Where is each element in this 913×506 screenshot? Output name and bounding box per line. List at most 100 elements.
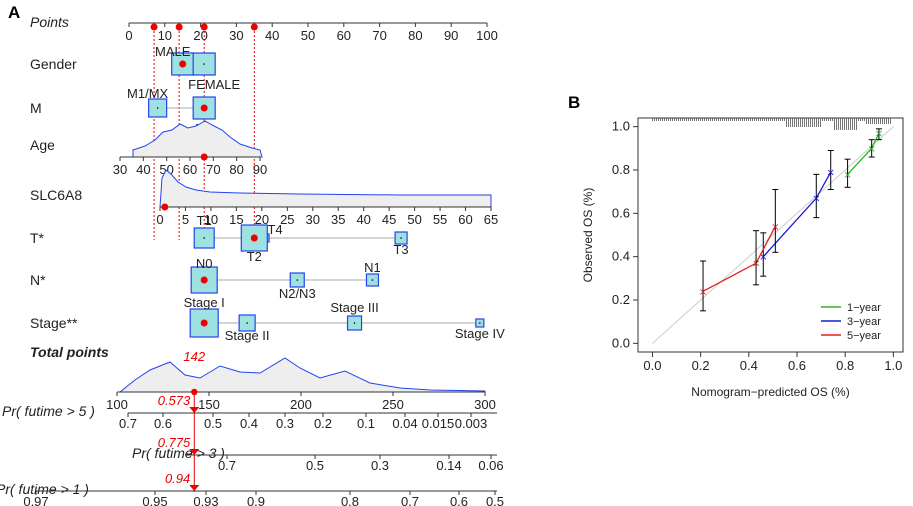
variable-tick-label: 40 [356, 212, 370, 227]
total-points-tick-label: 300 [474, 397, 496, 412]
points-tick-label: 0 [125, 28, 132, 43]
variable-tick-label: 40 [136, 162, 150, 177]
level-label: N1 [364, 260, 381, 275]
level-label: Stage II [225, 328, 270, 343]
legend-label: 3−year [847, 316, 881, 328]
total-points-patient-value: 142 [183, 349, 205, 364]
variable-tick-label: 60 [183, 162, 197, 177]
level-center-dot [296, 279, 299, 281]
legend-label: 1−year [847, 302, 881, 314]
data-point-marker: × [875, 129, 883, 140]
x-tick-label: 0.4 [740, 358, 758, 373]
prob-axis-1-label: Pr( futime > 3 ) [132, 445, 225, 461]
prob-axis-0-tick-label: 0.1 [357, 416, 375, 431]
prob-axis-0-patient-value: 0.573 [158, 393, 191, 408]
y-tick-label: 0.6 [612, 205, 630, 220]
level-label: MALE [155, 44, 191, 59]
row-label-m: M [30, 100, 42, 116]
row-label-slc6a8: SLC6A8 [30, 187, 82, 203]
level-label: Stage III [330, 300, 378, 315]
prob-axis-2-patient-value: 0.94 [165, 471, 190, 486]
variable-tick-label: 10 [204, 212, 218, 227]
points-tick-label: 100 [476, 28, 498, 43]
prob-axis-1-tick-label: 0.06 [478, 458, 503, 473]
level-center-dot [246, 322, 248, 324]
total-points-tick-label: 250 [382, 397, 404, 412]
points-tick-label: 40 [265, 28, 279, 43]
level-center-dot [203, 237, 205, 239]
level-center-dot [400, 237, 402, 239]
level-label: N0 [196, 256, 213, 271]
points-tick-label: 60 [337, 28, 351, 43]
prob-axis-1-patient-value: 0.775 [158, 435, 191, 450]
prob-axis-2-label: Pr( futime > 1 ) [0, 481, 89, 497]
prob-axis-2-tick-label: 0.95 [142, 494, 167, 506]
variable-tick-label: 30 [306, 212, 320, 227]
points-tick-label: 70 [372, 28, 386, 43]
points-tick-label: 30 [229, 28, 243, 43]
ideal-diagonal [652, 126, 894, 344]
variable-tick-label: 70 [206, 162, 220, 177]
prob-axis-0-tick-label: 0.7 [119, 416, 137, 431]
prob-axis-1-tick-label: 0.3 [371, 458, 389, 473]
row-label-n-: N* [30, 272, 46, 288]
prob-axis-2-tick-label: 0.5 [486, 494, 504, 506]
prob-axis-2-tick-label: 0.9 [247, 494, 265, 506]
legend-label: 5−year [847, 330, 881, 342]
points-tick-label: 90 [444, 28, 458, 43]
level-label: T3 [393, 242, 408, 257]
points-tick-label: 80 [408, 28, 422, 43]
prob-axis-2-tick-label: 0.8 [341, 494, 359, 506]
row-label-gender: Gender [30, 56, 77, 72]
y-tick-label: 0.2 [612, 292, 630, 307]
data-point-marker: × [771, 222, 779, 233]
points-tick-label: 50 [301, 28, 315, 43]
y-tick-label: 0.4 [612, 249, 630, 264]
data-point-marker: × [867, 144, 875, 155]
level-center-dot [203, 63, 205, 65]
patient-marker-dot [161, 203, 169, 211]
prob-axis-0-tick-label: 0.003 [455, 416, 488, 431]
calibration-panel: B 0.0 0.2 0.4 0.6 0.8 1.0 0.0 0.2 0.4 0.6 0.8 1.0 Nom… [568, 93, 904, 399]
row-label-t-: T* [30, 230, 45, 246]
prob-axis-0-tick-label: 0.015 [422, 416, 455, 431]
data-point-marker: × [812, 194, 820, 205]
density-curve [159, 169, 492, 208]
prediction-rug [652, 118, 891, 130]
prob-axis-2-tick-label: 0.97 [23, 494, 48, 506]
variable-tick-label: 20 [255, 212, 269, 227]
prob-axis-2-tick-label: 0.7 [401, 494, 419, 506]
variable-tick-label: 80 [229, 162, 243, 177]
panel-label-b: B [568, 93, 580, 112]
prob-axis-1-tick-label: 0.14 [436, 458, 461, 473]
x-axis-label: Nomogram−predicted OS (%) [691, 385, 849, 399]
prob-axis-0-tick-label: 0.2 [314, 416, 332, 431]
x-tick-label: 0.0 [643, 358, 661, 373]
level-label: N2/N3 [279, 286, 316, 301]
prob-axis-2-patient-arrow [189, 485, 200, 491]
row-label-total-points: Total points [30, 344, 109, 360]
prob-axis-1-tick-label: 0.5 [306, 458, 324, 473]
y-tick-label: 0.0 [612, 335, 630, 350]
patient-marker-dot [250, 234, 258, 242]
level-label: Stage IV [455, 326, 505, 341]
patient-marker-dot [179, 60, 187, 68]
prob-axis-0-tick-label: 0.5 [204, 416, 222, 431]
level-label: T1 [197, 213, 212, 228]
level-center-dot [156, 107, 159, 109]
series-line-1 [762, 171, 832, 258]
x-tick-label: 0.8 [836, 358, 854, 373]
level-center-dot [479, 322, 481, 324]
patient-marker-dot [200, 153, 208, 161]
level-center-dot [353, 322, 356, 324]
points-tick-label: 10 [158, 28, 172, 43]
prob-axis-0-tick-label: 0.4 [240, 416, 258, 431]
data-point-marker: × [827, 168, 835, 179]
x-tick-label: 1.0 [884, 358, 902, 373]
prob-axis-0-tick-label: 0.04 [392, 416, 417, 431]
total-points-tick-label: 150 [198, 397, 220, 412]
y-tick-label: 1.0 [612, 119, 630, 134]
variable-tick-label: 25 [280, 212, 294, 227]
level-label: T4 [267, 222, 282, 237]
